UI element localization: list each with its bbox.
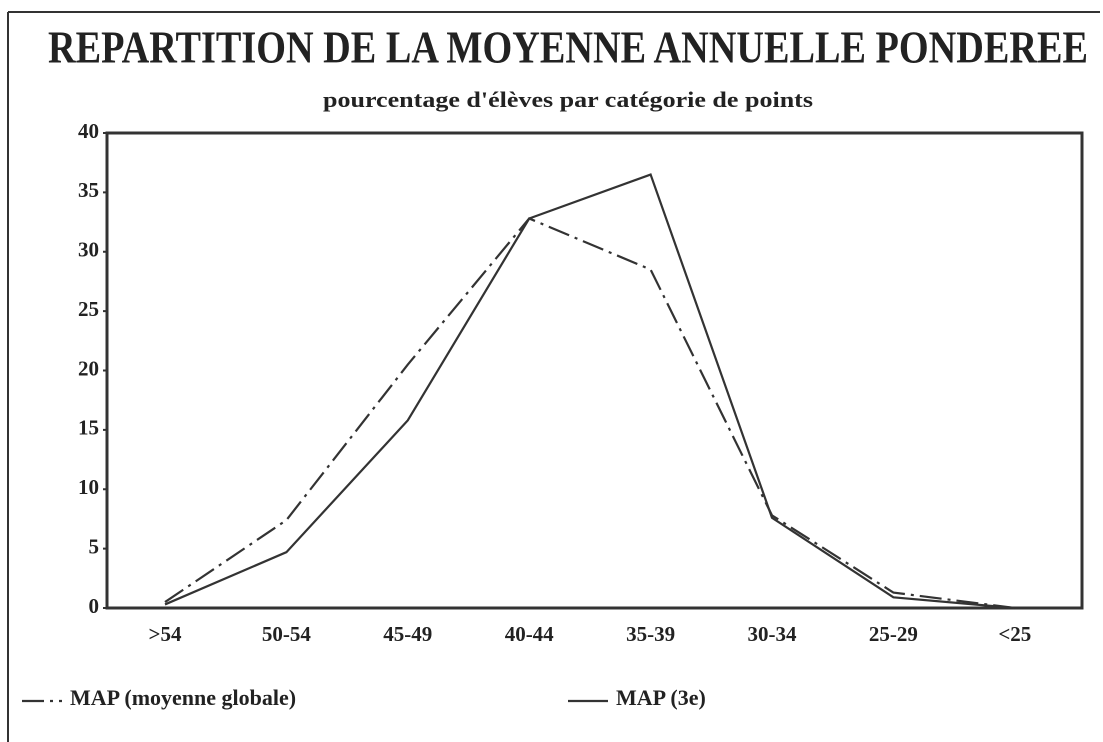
plot-frame (105, 131, 1084, 610)
y-tick-label: 35 (78, 178, 99, 202)
chart-subtitle: pourcentage d'élèves par catégorie de po… (323, 87, 814, 112)
chart-title: REPARTITION DE LA MOYENNE ANNUELLE PONDE… (48, 22, 1088, 73)
y-tick-label: 10 (78, 475, 99, 499)
y-tick-label: 15 (78, 416, 99, 440)
y-tick-label: 5 (89, 534, 100, 558)
y-tick-label: 25 (78, 297, 99, 321)
x-tick-label: 45-49 (383, 622, 432, 646)
x-tick-label: 30-34 (748, 622, 797, 646)
x-tick-label: 25-29 (869, 622, 918, 646)
x-tick-label: 40-44 (505, 622, 554, 646)
legend-label: MAP (3e) (616, 685, 706, 710)
y-tick-label: 20 (78, 356, 99, 380)
series-line (164, 173, 1015, 610)
legend-label: MAP (moyenne globale) (70, 685, 296, 710)
x-tick-label: 35-39 (626, 622, 675, 646)
y-tick-label: 30 (78, 238, 99, 262)
series-line (164, 217, 1015, 610)
y-tick-label: 40 (78, 119, 99, 143)
y-tick-label: 0 (89, 594, 100, 618)
x-tick-label: 50-54 (262, 622, 311, 646)
x-tick-label: >54 (149, 622, 182, 646)
x-tick-label: <25 (998, 622, 1031, 646)
